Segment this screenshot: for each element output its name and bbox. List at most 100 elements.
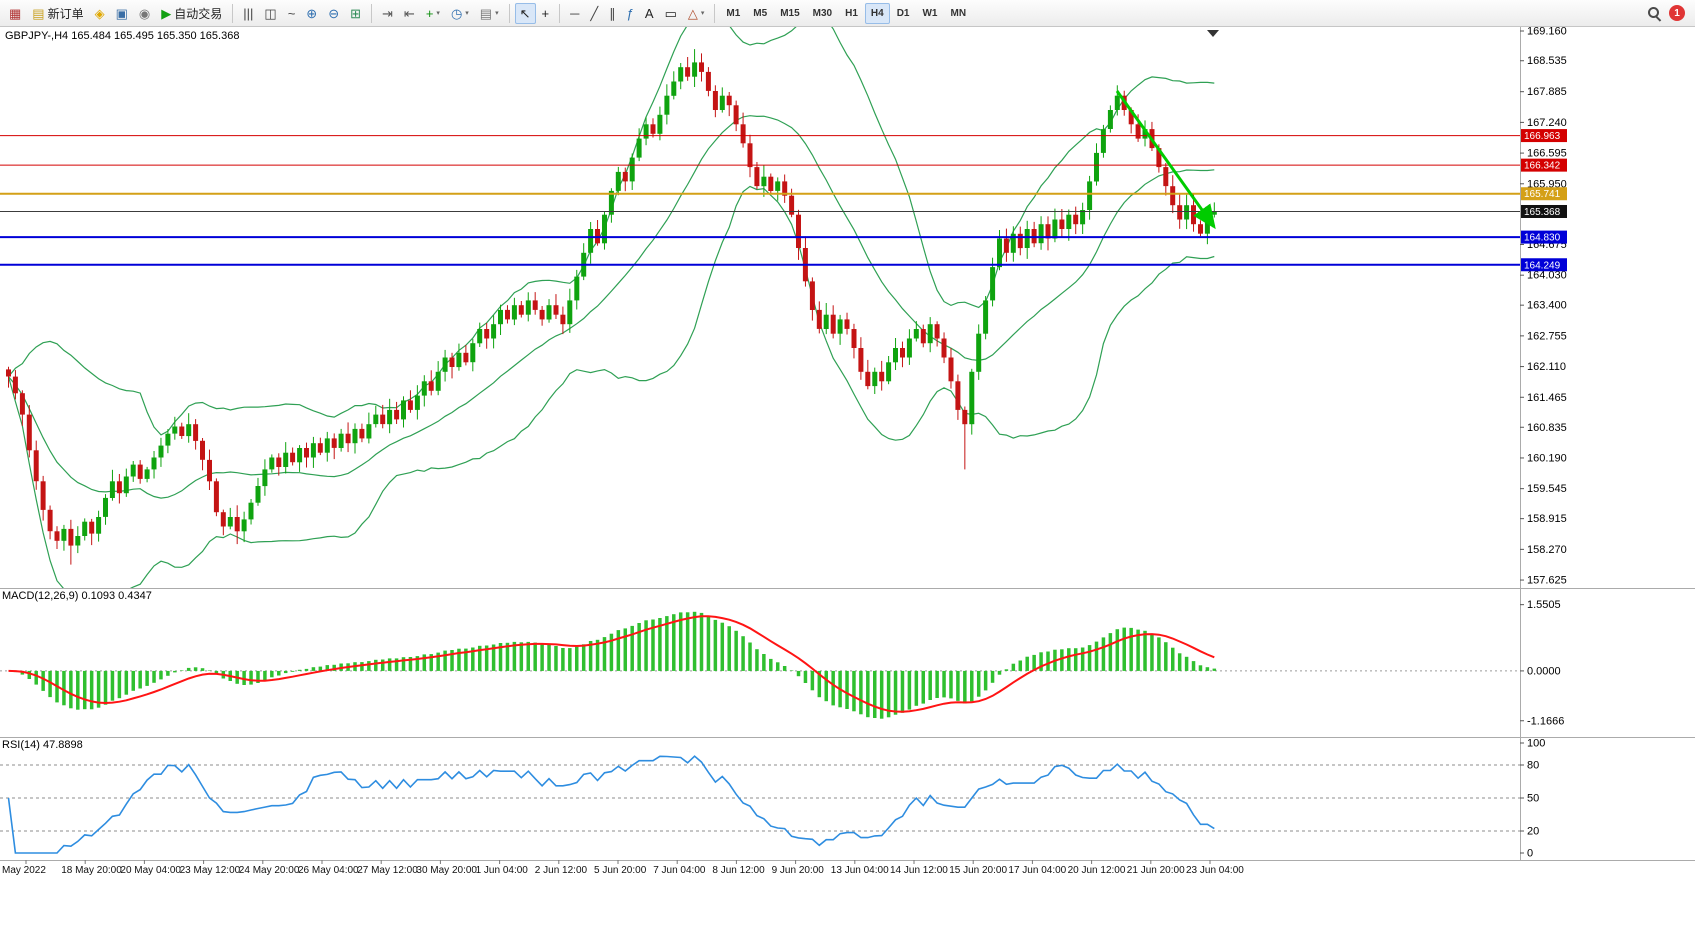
label-tool-icon[interactable]: ▭ [660,3,682,24]
symbol-ohlc-label: GBPJPY-,H4 165.484 165.495 165.350 165.3… [5,30,240,42]
dropdown-caret-icon: ▾ [495,10,499,17]
new-order-icon: ▤ [32,5,45,21]
timeframe-m5-button[interactable]: M5 [747,3,773,24]
macd-signal-line [8,615,1215,713]
svg-text:166.963: 166.963 [1524,131,1561,142]
svg-text:23 Jun 04:00: 23 Jun 04:00 [1186,865,1244,876]
new-order-button[interactable]: ▤ 新订单 [27,3,88,24]
crosshair-tool-icon[interactable]: + [537,3,555,24]
timeframe-mn-button[interactable]: MN [944,3,972,24]
timeframe-m30-button[interactable]: M30 [807,3,838,24]
trendline-tool-icon[interactable]: ╱ [585,3,603,24]
svg-text:164.249: 164.249 [1524,260,1561,271]
notification-badge[interactable]: 1 [1669,5,1685,21]
timeframe-m15-button[interactable]: M15 [774,3,805,24]
svg-text:0.0000: 0.0000 [1527,665,1561,677]
fibonacci-tool-icon[interactable]: ƒ [622,3,639,24]
period-selector-button[interactable]: ◷ ▾ [446,3,474,24]
bar-chart-icon[interactable]: ||| [238,3,258,24]
bb-lower [7,185,1215,588]
cursor-tool-icon[interactable]: ↖ [514,2,536,24]
svg-text:23 May 12:00: 23 May 12:00 [180,865,241,876]
chart-shift-icon[interactable]: ⇤ [399,3,420,24]
svg-text:24 May 20:00: 24 May 20:00 [239,865,300,876]
channel-tool-icon[interactable]: ∥ [604,3,621,24]
channel-tool-icon-icon: ∥ [609,5,616,21]
svg-text:20 Jun 12:00: 20 Jun 12:00 [1068,865,1126,876]
toolbar-separator [371,3,373,23]
chart-area: 169.160 168.535 167.885 167.240 166.595 165.9… [0,27,1695,947]
timeframe-w1-button[interactable]: W1 [916,3,943,24]
svg-text:21 Jun 20:00: 21 Jun 20:00 [1127,865,1185,876]
bar-chart-icon-icon: ||| [243,5,254,21]
add-indicator-button[interactable]: + ▾ [421,3,445,24]
trendline-tool-icon-icon: ╱ [590,5,599,21]
dropdown-caret-icon: ▾ [465,10,469,17]
candlesticks [6,49,1217,565]
zoom-out-icon[interactable]: ⊖ [323,3,344,24]
toolbar: ▦ ▤ 新订单 ◈ ▣ ◉ ▶ 自动交易 ||| ◫ ~ ⊕ ⊖ ⊞ ⇥ ⇤ + ▾ ◷ ▾ ▤ ▾ ↖ + ─ ╱ ∥ ƒ A ▭ △ ▾ M… [0,0,1695,27]
svg-text:7 Jun 04:00: 7 Jun 04:00 [653,865,706,876]
svg-text:0: 0 [1527,848,1533,860]
toolbar-separator [714,3,716,23]
tile-windows-icon[interactable]: ⊞ [345,3,366,24]
timeframe-h4-button[interactable]: H4 [864,2,890,24]
zoom-in-icon[interactable]: ⊕ [301,3,322,24]
text-tool-icon[interactable]: A [640,3,659,24]
market-watch-icon[interactable]: ▣ [111,3,133,24]
dropdown-caret-icon: ▾ [700,10,705,17]
search-button[interactable] [1642,3,1666,24]
timeframe-m1-button[interactable]: M1 [720,3,746,24]
svg-text:168.535: 168.535 [1527,55,1567,67]
svg-text:169.160: 169.160 [1527,27,1567,37]
zoom-out-icon-icon: ⊖ [328,5,340,21]
svg-text:158.915: 158.915 [1527,513,1567,525]
horizontal-line-tool-icon[interactable]: ─ [565,3,584,24]
rsi-axis: 100 80 50 20 0 [1520,738,1545,860]
search-icon [1647,6,1661,20]
price-badges: 166.963 166.342 165.741 164.830 164.249 165.3… [1521,129,1567,272]
chart-canvas[interactable]: 169.160168.535167.885167.240166.595165.9… [0,27,1695,947]
auto-scroll-icon-icon: ⇥ [382,5,393,21]
svg-text:18 May 20:00: 18 May 20:00 [61,865,122,876]
price-alert-icon-icon: ◈ [94,5,105,21]
svg-text:162.755: 162.755 [1527,330,1567,342]
toolbar-separator [508,3,510,23]
fibonacci-tool-icon-icon: ƒ [626,5,634,21]
crosshair-tool-icon-icon: + [541,5,550,21]
line-chart-icon-icon: ~ [287,5,296,21]
label-tool-icon-icon: ▭ [664,5,677,21]
candlestick-chart-icon[interactable]: ◫ [259,3,281,24]
add-indicator-plus-icon: + [425,5,434,21]
dropdown-caret-icon: ▾ [436,10,440,17]
svg-text:5 Jun 20:00: 5 Jun 20:00 [594,865,647,876]
template-button[interactable]: ▤ ▾ [475,3,504,24]
svg-text:159.545: 159.545 [1527,483,1567,495]
line-chart-icon[interactable]: ~ [283,3,301,24]
shapes-tool-button[interactable]: △ ▾ [683,3,710,24]
svg-text:May 2022: May 2022 [2,865,46,876]
price-alert-icon[interactable]: ◈ [90,3,110,24]
trend-arrow [1115,90,1216,230]
svg-text:166.595: 166.595 [1527,148,1567,160]
autotrading-button[interactable]: ▶ 自动交易 [156,3,227,24]
timeframe-h1-button[interactable]: H1 [839,3,864,24]
chart-window-icon[interactable]: ▦ [4,3,26,24]
svg-text:50: 50 [1527,793,1539,805]
auto-scroll-icon[interactable]: ⇥ [377,3,398,24]
svg-text:-1.1666: -1.1666 [1527,715,1564,727]
svg-text:1.5505: 1.5505 [1527,599,1561,611]
chart-window-icon-icon: ▦ [9,5,22,21]
svg-text:27 May 12:00: 27 May 12:00 [357,865,418,876]
price-axis: 169.160168.535167.885167.240166.595165.9… [1520,27,1567,587]
text-tool-icon-icon: A [644,5,654,21]
svg-text:20: 20 [1527,826,1539,838]
sound-icon[interactable]: ◉ [134,3,155,24]
svg-text:13 Jun 04:00: 13 Jun 04:00 [831,865,889,876]
svg-text:164.830: 164.830 [1524,233,1561,244]
shapes-icon: △ [687,5,698,21]
chart-shift-marker[interactable] [1207,30,1219,37]
svg-text:161.465: 161.465 [1527,392,1567,404]
timeframe-d1-button[interactable]: D1 [891,3,916,24]
